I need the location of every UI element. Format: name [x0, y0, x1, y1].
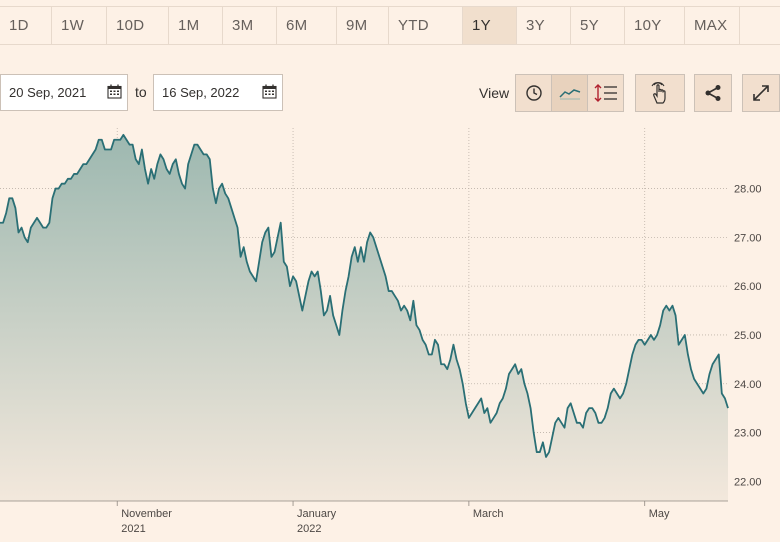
calendar-icon[interactable]	[262, 84, 277, 99]
indicators-icon	[594, 84, 617, 102]
tab-ytd[interactable]: YTD	[389, 7, 463, 44]
start-date-input[interactable]: 20 Sep, 2021	[0, 74, 128, 111]
tab-1d[interactable]: 1D	[0, 7, 52, 44]
tab-10d[interactable]: 10D	[107, 7, 169, 44]
tab-1y[interactable]: 1Y	[463, 7, 517, 44]
intraday-view-button[interactable]	[515, 74, 552, 112]
fullscreen-button[interactable]	[742, 74, 780, 112]
tab-9m[interactable]: 9M	[337, 7, 389, 44]
price-line	[0, 133, 729, 458]
indicators-button[interactable]	[587, 74, 624, 112]
tab-6m[interactable]: 6M	[277, 7, 337, 44]
line-view-button[interactable]	[551, 74, 588, 112]
y-tick-label: 22.00	[734, 476, 762, 488]
y-tick-label: 23.00	[734, 428, 762, 440]
tab-10y[interactable]: 10Y	[625, 7, 685, 44]
y-tick-label: 27.00	[734, 232, 762, 244]
start-date-value: 20 Sep, 2021	[9, 85, 87, 100]
x-tick-year: 2021	[121, 523, 145, 535]
y-tick-label: 25.00	[734, 330, 762, 342]
y-tick-label: 28.00	[734, 184, 762, 196]
x-tick-label: May	[649, 508, 670, 520]
tab-1w[interactable]: 1W	[52, 7, 107, 44]
view-label: View	[479, 85, 510, 101]
line-chart-icon	[558, 89, 580, 100]
end-date-value: 16 Sep, 2022	[162, 85, 240, 100]
x-axis	[0, 500, 728, 506]
price-chart[interactable]: 28.00 27.00 26.00 25.00 24.00 23.00 22.00 Nove…	[0, 118, 780, 542]
x-axis-labels: November2021January2022MarchMayJuly	[121, 508, 670, 535]
hand-icon	[651, 82, 666, 104]
tab-3m[interactable]: 3M	[223, 7, 277, 44]
x-tick-label: March	[473, 508, 504, 520]
expand-icon	[753, 85, 769, 101]
tab-5y[interactable]: 5Y	[571, 7, 625, 44]
range-tabs: 1D 1W 10D 1M 3M 6M 9M YTD 1Y 3Y 5Y 10Y MAX	[0, 6, 780, 45]
clock-icon	[525, 85, 542, 101]
x-tick-label: November	[121, 508, 172, 520]
tab-1m[interactable]: 1M	[169, 7, 223, 44]
price-area	[0, 134, 728, 501]
x-tick-label: January	[297, 508, 337, 520]
tab-max[interactable]: MAX	[685, 7, 740, 44]
y-axis: 28.00 27.00 26.00 25.00 24.00 23.00 22.00	[734, 184, 762, 489]
tab-3y[interactable]: 3Y	[517, 7, 571, 44]
share-button[interactable]	[694, 74, 732, 112]
date-range-separator: to	[135, 84, 147, 100]
calendar-icon[interactable]	[107, 84, 122, 99]
share-icon	[705, 85, 721, 101]
interact-button[interactable]	[635, 74, 685, 112]
x-tick-year: 2022	[297, 523, 321, 535]
end-date-input[interactable]: 16 Sep, 2022	[153, 74, 283, 111]
y-tick-label: 24.00	[734, 379, 762, 391]
y-tick-label: 26.00	[734, 281, 762, 293]
